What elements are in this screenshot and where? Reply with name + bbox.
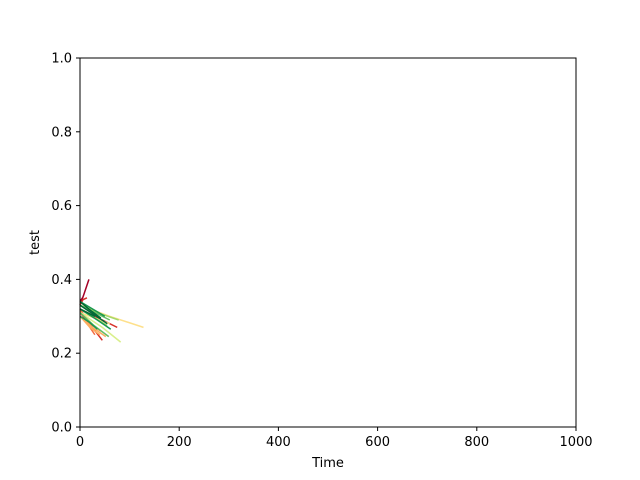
x-tick-label: 1000 — [559, 435, 592, 450]
x-axis-label: Time — [311, 456, 344, 471]
x-tick-label: 0 — [76, 435, 84, 450]
series-line — [79, 297, 88, 306]
y-tick-label: 0.6 — [51, 199, 72, 214]
series-layer — [79, 279, 144, 343]
y-tick-label: 0.8 — [51, 125, 72, 140]
x-tick-label: 800 — [464, 435, 489, 450]
series-line — [79, 300, 106, 317]
series-line — [79, 315, 98, 330]
x-axis: 0 200 400 600 800 1000 — [76, 427, 593, 450]
series-line — [79, 308, 96, 317]
x-tick-label: 600 — [365, 435, 390, 450]
x-tick-label: 400 — [266, 435, 291, 450]
y-tick-label: 0.4 — [51, 273, 72, 288]
y-axis-label: test — [28, 230, 43, 255]
x-tick-label: 200 — [167, 435, 192, 450]
series-line — [79, 311, 122, 343]
plot-frame — [79, 57, 577, 428]
series-line — [79, 315, 107, 338]
y-axis: 0.0 0.2 0.4 0.6 0.8 1.0 — [51, 52, 80, 436]
y-tick-label: 0.0 — [51, 421, 72, 436]
y-tick-label: 1.0 — [51, 52, 72, 67]
y-tick-label: 0.2 — [51, 347, 72, 362]
series-line — [79, 304, 108, 325]
series-line — [79, 300, 102, 319]
